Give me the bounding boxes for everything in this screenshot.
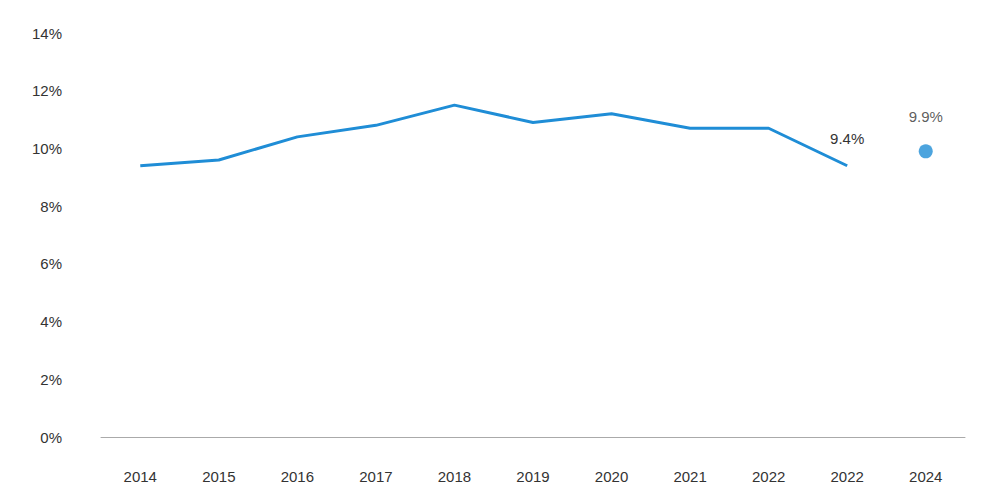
svg-text:2019: 2019	[516, 468, 549, 485]
svg-text:9.4%: 9.4%	[830, 130, 864, 147]
svg-text:2%: 2%	[40, 371, 62, 388]
svg-text:10%: 10%	[32, 140, 62, 157]
svg-text:2017: 2017	[359, 468, 392, 485]
svg-text:2021: 2021	[673, 468, 706, 485]
svg-text:2014: 2014	[124, 468, 157, 485]
svg-text:9.9%: 9.9%	[909, 108, 943, 125]
svg-text:2022: 2022	[752, 468, 785, 485]
svg-text:12%: 12%	[32, 82, 62, 99]
svg-text:2022: 2022	[830, 468, 863, 485]
svg-text:14%: 14%	[32, 25, 62, 42]
svg-text:2020: 2020	[595, 468, 628, 485]
svg-text:8%: 8%	[40, 198, 62, 215]
svg-text:0%: 0%	[40, 429, 62, 446]
svg-text:2024: 2024	[909, 468, 942, 485]
svg-text:6%: 6%	[40, 255, 62, 272]
svg-text:2015: 2015	[202, 468, 235, 485]
svg-text:2016: 2016	[281, 468, 314, 485]
svg-text:4%: 4%	[40, 313, 62, 330]
svg-text:2018: 2018	[438, 468, 471, 485]
